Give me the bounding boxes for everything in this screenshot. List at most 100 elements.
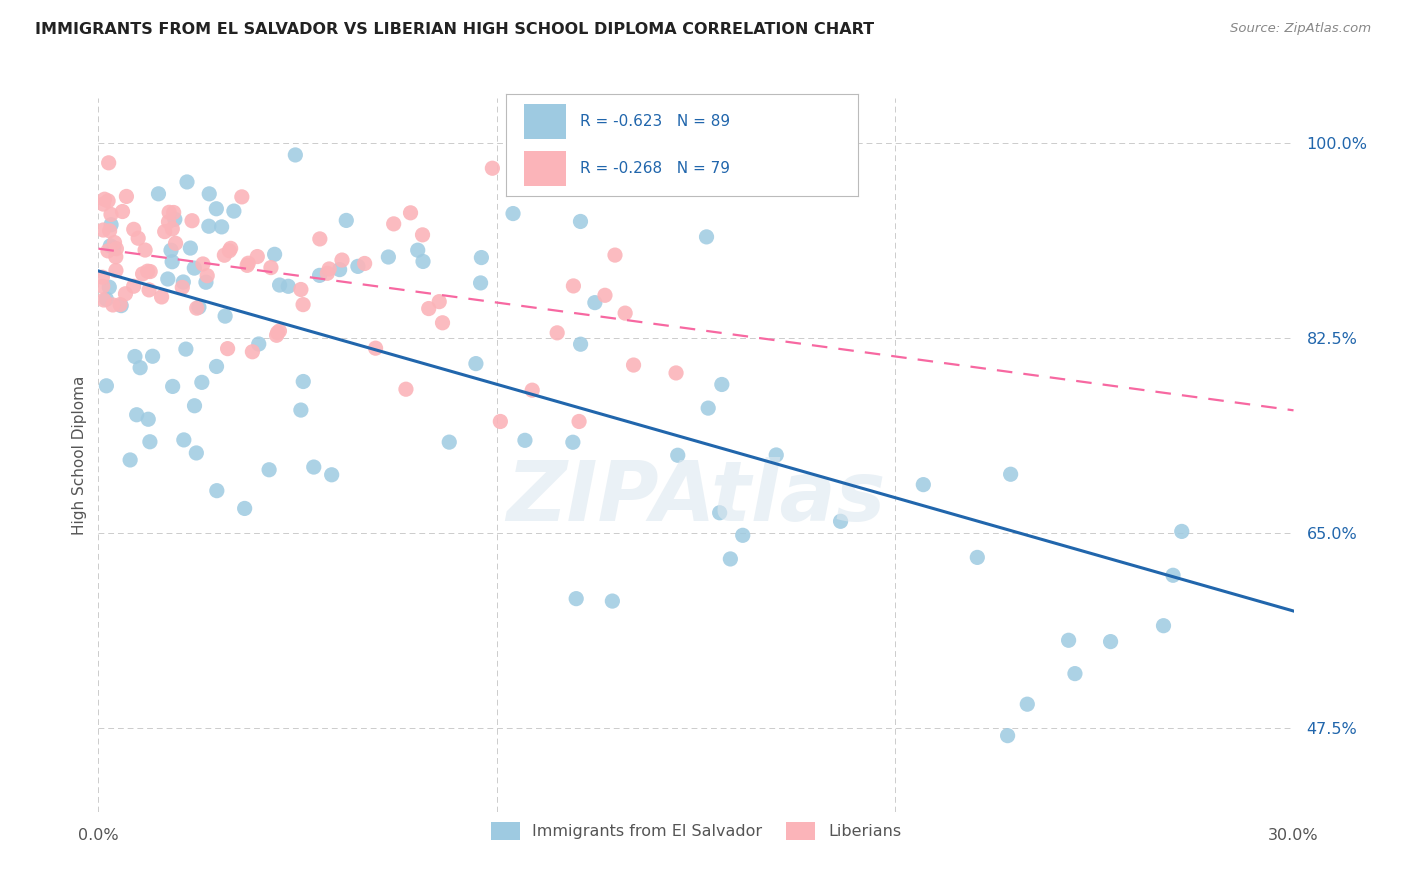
Point: [464, 357, 486, 371]
Point: [731, 528, 754, 542]
Point: [122, 222, 145, 236]
Point: [105, 242, 128, 256]
Point: [290, 283, 312, 297]
Point: [292, 375, 315, 389]
Point: [562, 279, 585, 293]
Point: [187, 300, 209, 314]
Point: [172, 275, 194, 289]
Point: [103, 241, 125, 255]
Point: [418, 301, 440, 316]
Point: [163, 205, 186, 219]
Point: [308, 232, 330, 246]
Point: [205, 483, 228, 498]
Point: [214, 309, 236, 323]
Point: [696, 230, 718, 244]
Point: [502, 206, 524, 220]
Point: [191, 257, 214, 271]
Point: [321, 467, 343, 482]
Point: [122, 279, 145, 293]
Point: [593, 288, 616, 302]
Point: [160, 244, 183, 258]
Text: IMMIGRANTS FROM EL SALVADOR VS LIBERIAN HIGH SCHOOL DIPLOMA CORRELATION CHART: IMMIGRANTS FROM EL SALVADOR VS LIBERIAN …: [35, 22, 875, 37]
Point: [110, 299, 132, 313]
Point: [412, 227, 434, 242]
Point: [211, 219, 233, 234]
Point: [561, 435, 583, 450]
Point: [157, 215, 180, 229]
Point: [173, 433, 195, 447]
Point: [966, 550, 988, 565]
Point: [1017, 697, 1039, 711]
Point: [269, 278, 291, 293]
Point: [179, 241, 201, 255]
Point: [1099, 634, 1122, 648]
Point: [111, 204, 134, 219]
Point: [125, 408, 148, 422]
Point: [316, 266, 339, 280]
Point: [97, 244, 120, 258]
FancyBboxPatch shape: [524, 151, 565, 186]
Point: [583, 295, 606, 310]
Point: [156, 272, 179, 286]
Point: [163, 212, 186, 227]
Text: Source: ZipAtlas.com: Source: ZipAtlas.com: [1230, 22, 1371, 36]
Point: [603, 248, 626, 262]
Point: [205, 202, 228, 216]
Point: [91, 270, 114, 285]
Point: [91, 223, 114, 237]
Point: [614, 306, 637, 320]
Point: [260, 260, 283, 275]
Point: [292, 298, 315, 312]
Point: [470, 276, 492, 290]
Point: [174, 342, 197, 356]
Point: [830, 514, 852, 528]
Point: [198, 219, 221, 234]
Point: [104, 263, 127, 277]
Point: [153, 225, 176, 239]
Point: [100, 218, 122, 232]
Point: [623, 358, 645, 372]
FancyBboxPatch shape: [524, 104, 565, 139]
Point: [114, 286, 136, 301]
Point: [335, 213, 357, 227]
Point: [697, 401, 720, 416]
Point: [98, 239, 121, 253]
Point: [198, 186, 221, 201]
Point: [1000, 467, 1022, 482]
Point: [194, 275, 217, 289]
Point: [98, 224, 121, 238]
Point: [257, 463, 280, 477]
Point: [160, 254, 183, 268]
Point: [565, 591, 588, 606]
Point: [124, 350, 146, 364]
Point: [912, 477, 935, 491]
Point: [186, 446, 208, 460]
Point: [513, 434, 536, 448]
Point: [91, 197, 114, 211]
Point: [353, 256, 375, 270]
Point: [546, 326, 568, 340]
Point: [718, 552, 741, 566]
Point: [181, 213, 204, 227]
Point: [217, 342, 239, 356]
Point: [131, 267, 153, 281]
Point: [765, 448, 787, 462]
Point: [101, 298, 124, 312]
Point: [247, 337, 270, 351]
Point: [96, 379, 118, 393]
Legend: Immigrants from El Salvador, Liberians: Immigrants from El Salvador, Liberians: [485, 815, 907, 847]
Point: [191, 376, 214, 390]
Point: [91, 279, 114, 293]
Point: [98, 280, 121, 294]
Point: [136, 412, 159, 426]
Point: [183, 261, 205, 276]
Point: [218, 244, 240, 258]
Point: [115, 189, 138, 203]
Point: [93, 192, 115, 206]
Point: [432, 316, 454, 330]
Point: [666, 448, 689, 462]
Point: [100, 207, 122, 221]
Point: [162, 379, 184, 393]
Point: [136, 264, 159, 278]
Point: [148, 186, 170, 201]
